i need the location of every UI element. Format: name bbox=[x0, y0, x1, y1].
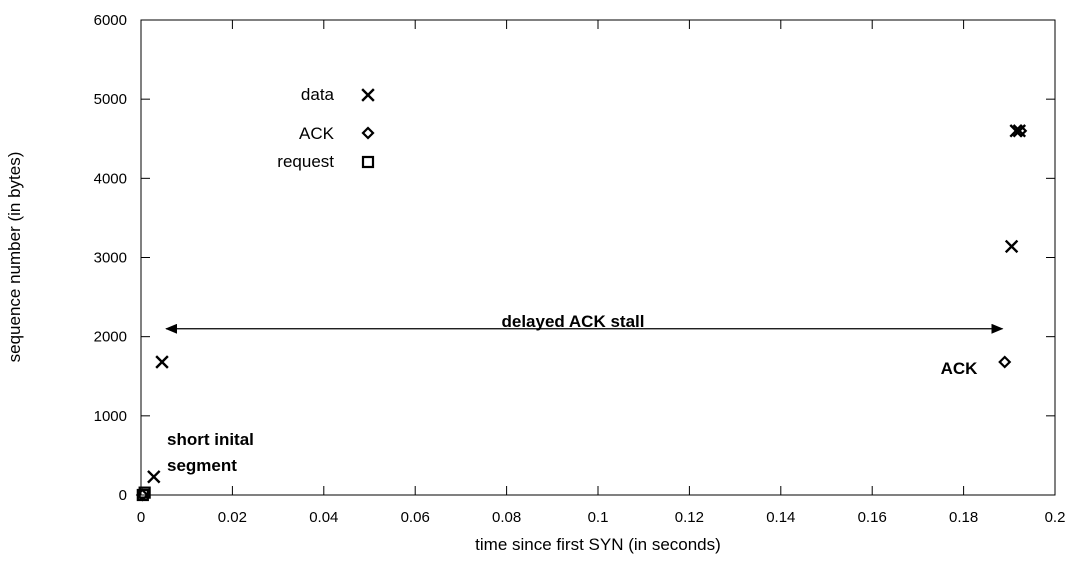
annotation-ack-label: ACK bbox=[941, 359, 979, 378]
ack-point bbox=[998, 355, 1012, 369]
x-stroke bbox=[147, 470, 161, 484]
y-tick-label: 3000 bbox=[94, 250, 127, 267]
y-tick-label: 4000 bbox=[94, 170, 127, 187]
plot-frame bbox=[140, 19, 1056, 496]
tick-labels: 0 0.02 0.04 0.06 0.08 0.1 0.12 0.14 0.16 0.18 0.2 0… bbox=[94, 12, 1066, 526]
x-stroke bbox=[361, 88, 375, 102]
x-stroke bbox=[155, 355, 169, 369]
legend-marker-ack bbox=[361, 126, 375, 140]
request-point bbox=[136, 488, 149, 502]
data-point bbox=[147, 470, 161, 484]
legend-markers bbox=[361, 88, 375, 169]
legend-label-request: request bbox=[277, 152, 334, 171]
x-tick-label: 0.16 bbox=[858, 509, 887, 526]
annotation-short-segment-line2: segment bbox=[167, 456, 237, 475]
annotations: short inital segment delayed ACK stall A… bbox=[165, 312, 1004, 475]
x-tick-label: 0.04 bbox=[309, 509, 338, 526]
y-tick-label: 0 bbox=[119, 487, 127, 504]
legend-marker-request bbox=[361, 155, 375, 169]
ack-point bbox=[1014, 124, 1028, 138]
y-tick-label: 5000 bbox=[94, 91, 127, 108]
x-tick-label: 0.18 bbox=[949, 509, 978, 526]
y-tick-label: 1000 bbox=[94, 408, 127, 425]
data-point bbox=[155, 355, 169, 369]
x-tick-label: 0.12 bbox=[675, 509, 704, 526]
y-axis-title: sequence number (in bytes) bbox=[5, 152, 24, 363]
data-point bbox=[1004, 239, 1019, 254]
x-tick-label: 0.14 bbox=[766, 509, 795, 526]
legend: data ACK request bbox=[277, 85, 375, 171]
data-markers bbox=[135, 124, 1028, 502]
x-stroke bbox=[1004, 239, 1019, 254]
annotation-short-segment-line1: short inital bbox=[167, 430, 254, 449]
x-tick-label: 0.08 bbox=[492, 509, 521, 526]
x-tick-label: 0.02 bbox=[218, 509, 247, 526]
x-axis-title: time since first SYN (in seconds) bbox=[475, 535, 721, 554]
request-point bbox=[138, 486, 151, 499]
legend-marker-data bbox=[361, 88, 375, 102]
x-tick-label: 0.06 bbox=[401, 509, 430, 526]
y-tick-label: 2000 bbox=[94, 329, 127, 346]
y-tick-label: 6000 bbox=[94, 12, 127, 29]
x-tick-label: 0.2 bbox=[1045, 509, 1066, 526]
legend-label-ack: ACK bbox=[299, 124, 335, 143]
x-tick-label: 0 bbox=[137, 509, 145, 526]
x-tick-label: 0.1 bbox=[588, 509, 609, 526]
legend-label-data: data bbox=[301, 85, 335, 104]
axis-ticks bbox=[140, 19, 1056, 496]
